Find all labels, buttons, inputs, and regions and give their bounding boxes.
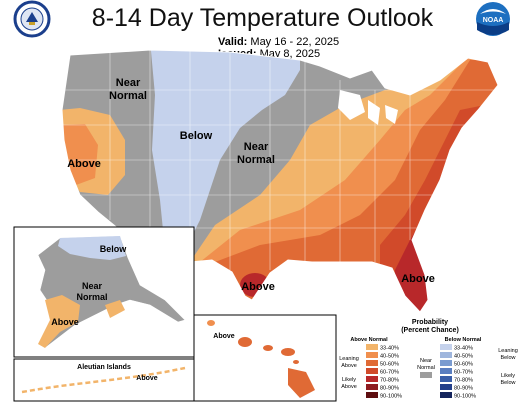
aleutian-inset: Aleutian Islands Above (13, 358, 195, 402)
hawaii-big-island (288, 368, 315, 398)
doc-seal-icon (13, 0, 51, 38)
legend-below-bin-swatch (440, 368, 452, 374)
legend-below-bin-label: 50-60% (454, 362, 473, 368)
label-below: Below (180, 130, 213, 142)
hawaii-label-above: Above (213, 333, 235, 340)
legend-leaning-above-2: Above (341, 363, 357, 369)
alaska-above (38, 295, 80, 348)
legend-below-bin-swatch (440, 352, 452, 358)
legend-below-bin-label: 60-70% (454, 370, 473, 376)
legend-likely-below-1: Likely (501, 373, 515, 379)
legend-likely-below-2: Below (501, 380, 516, 386)
aleutian-title: Aleutian Islands (77, 364, 131, 371)
legend-above-bin-label: 40-50% (380, 354, 399, 360)
label-near-normal-center-2: Normal (237, 154, 275, 166)
noaa-logo-icon: NOAA (476, 2, 510, 36)
alaska-label-near-2: Normal (76, 292, 107, 302)
legend-below-bin-label: 80-90% (454, 386, 473, 392)
hawaii-inset: Above (193, 314, 337, 402)
legend-leaning-above-1: Leaning (339, 356, 359, 362)
legend-below-bin-label: 70-80% (454, 378, 473, 384)
legend-below-bin-swatch (440, 384, 452, 390)
page-title: 8-14 Day Temperature Outlook (91, 4, 434, 32)
legend-above-bin-label: 50-60% (380, 362, 399, 368)
legend-above-bin-swatch (366, 344, 378, 350)
valid-value: May 16 - 22, 2025 (250, 36, 340, 48)
legend-likely-above-1: Likely (342, 377, 356, 383)
legend-leaning-below-1: Leaning (498, 348, 518, 354)
below-region (150, 50, 300, 250)
legend-above-header: Above Normal (350, 337, 388, 343)
legend-near-normal-2: Normal (417, 365, 435, 371)
legend-below-bin-swatch (440, 344, 452, 350)
legend-title-2: (Percent Chance) (401, 327, 459, 334)
legend-below-bin-swatch (440, 376, 452, 382)
above-california-mid (62, 124, 98, 185)
legend-above-bin-swatch (366, 360, 378, 366)
legend-above-bin-label: 70-80% (380, 378, 399, 384)
legend-below-bin-swatch (440, 392, 452, 398)
legend-below-bins: 33-40% 40-50% 50-60% 60-70% 70-80% 80-90% 90-1… (440, 344, 476, 400)
legend-above-bin-swatch (366, 392, 378, 398)
legend-near-normal-1: Near (420, 358, 432, 364)
legend-above-bin-swatch (366, 376, 378, 382)
legend: Probability (Percent Chance) Above Norma… (338, 315, 524, 405)
legend-above-bin-swatch (366, 384, 378, 390)
legend-likely-above-2: Above (341, 384, 357, 390)
alaska-label-below: Below (100, 244, 128, 254)
lake (338, 90, 365, 120)
legend-above-bin-swatch (366, 352, 378, 358)
legend-below-bin-swatch (440, 360, 452, 366)
label-above-texas: Above (241, 281, 275, 293)
legend-below-bin-label: 33-40% (454, 346, 473, 352)
lake (385, 105, 398, 124)
alaska-above-east (105, 300, 125, 318)
aleutian-label-above: Above (136, 375, 158, 382)
alaska-label-above: Above (51, 317, 79, 327)
label-near-normal-center-1: Near (244, 141, 269, 153)
label-near-normal-west-2: Normal (109, 90, 147, 102)
legend-leaning-below-2: Below (501, 355, 516, 361)
legend-above-bin-label: 90-100% (380, 394, 402, 400)
alaska-inset: Below Near Normal Above (13, 226, 195, 358)
aleutian-chain (21, 366, 186, 394)
valid-label: Valid: (218, 36, 248, 48)
alaska-below (58, 236, 126, 260)
legend-below-bin-label: 40-50% (454, 354, 473, 360)
legend-above-bin-swatch (366, 368, 378, 374)
legend-above-bins: 33-40% 40-50% 50-60% 60-70% 70-80% 80-90% 90-1… (366, 344, 402, 400)
legend-above-bin-label: 80-90% (380, 386, 399, 392)
legend-above-bin-label: 60-70% (380, 370, 399, 376)
legend-near-normal-swatch (420, 372, 432, 378)
label-above-florida: Above (401, 273, 435, 285)
valid-dates: Valid: May 16 - 22, 2025 (218, 36, 339, 48)
noaa-logo-text: NOAA (483, 17, 504, 24)
legend-title-1: Probability (412, 319, 448, 326)
lake (368, 100, 380, 125)
legend-below-header: Below Normal (445, 337, 482, 343)
label-near-normal-west-1: Near (116, 77, 141, 89)
legend-below-bin-label: 90-100% (454, 394, 476, 400)
alaska-label-near-1: Near (82, 281, 103, 291)
legend-above-bin-label: 33-40% (380, 346, 399, 352)
label-above-california: Above (67, 158, 101, 170)
